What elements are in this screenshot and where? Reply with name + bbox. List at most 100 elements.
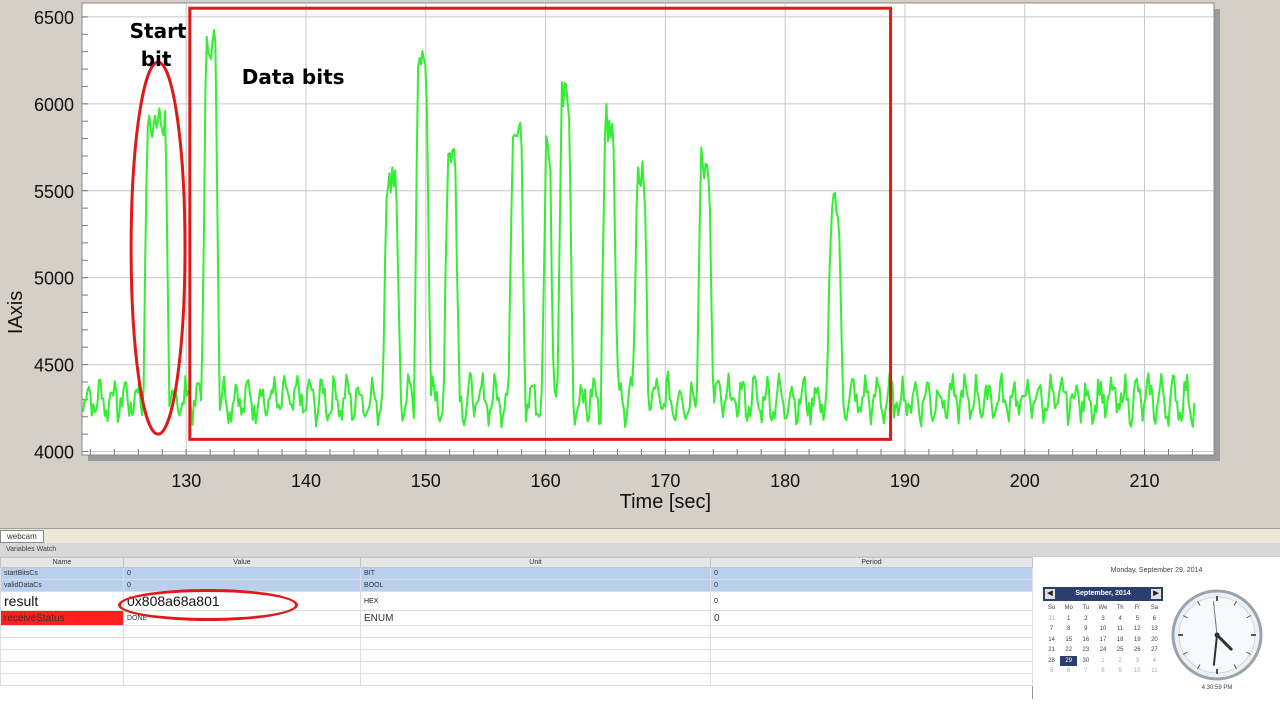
x-tick-label: 180 — [770, 471, 800, 491]
calendar-day[interactable]: 12 — [1133, 626, 1141, 632]
calendar-day[interactable]: 21 — [1048, 647, 1055, 653]
calendar-day[interactable]: 22 — [1065, 647, 1073, 653]
result-highlight-oval — [118, 589, 298, 621]
calendar-day[interactable]: 9 — [1118, 668, 1122, 674]
calendar-day[interactable]: 17 — [1099, 636, 1107, 643]
cell-name[interactable]: startBitsCs — [0, 567, 124, 580]
calendar-day[interactable]: 4 — [1152, 657, 1157, 664]
cell-unit[interactable]: BOOL — [360, 579, 711, 592]
bottom-margin — [0, 699, 1280, 719]
calendar-day[interactable]: 29 — [1060, 655, 1078, 666]
x-tick-label: 150 — [411, 471, 441, 491]
calendar-day[interactable]: 23 — [1082, 647, 1090, 653]
clock-hour-mark — [1246, 651, 1252, 655]
calendar-day[interactable]: 9 — [1084, 626, 1088, 632]
cell-period[interactable]: 0 — [710, 591, 1033, 611]
calendar-month-label[interactable]: September, 2014 — [1075, 590, 1131, 597]
cell-unit[interactable]: BIT — [360, 567, 711, 580]
calendar-day[interactable]: 26 — [1133, 647, 1141, 653]
calendar-day[interactable]: 5 — [1135, 615, 1139, 622]
calendar-day[interactable]: 18 — [1116, 636, 1124, 643]
cell-unit[interactable]: ENUM — [360, 610, 711, 626]
calendar-day[interactable]: 11 — [1117, 626, 1124, 632]
signal-chart: 130 140 150 160 170 180 190 200 210 4000 4500 5000 5… — [5, 2, 1220, 513]
data-bits-box — [188, 6, 893, 441]
calendar-day[interactable]: 14 — [1048, 636, 1055, 643]
x-tick-label: 140 — [291, 471, 321, 491]
start-bit-label-line2: bit — [141, 47, 172, 71]
calendar-day[interactable]: 15 — [1065, 636, 1073, 643]
calendar-day[interactable]: 1 — [1101, 657, 1105, 664]
tab-webcam[interactable]: webcam — [0, 530, 44, 543]
calendar-day[interactable]: 7 — [1084, 668, 1088, 674]
calendar-day[interactable]: 31 — [1048, 615, 1055, 622]
clock-hour-mark — [1233, 600, 1237, 606]
calendar-day[interactable]: 6 — [1152, 615, 1157, 622]
clock-center — [1214, 632, 1220, 638]
clock-hour-mark — [1182, 651, 1188, 655]
calendar-header: ◀ September, 2014 ▶ — [1043, 587, 1163, 601]
y-tick-label: 6000 — [34, 95, 74, 115]
cell-period[interactable]: 0 — [710, 579, 1033, 592]
date-time-panel: Monday, September 29, 2014 ◀ September, … — [1033, 557, 1280, 699]
table-row[interactable]: startBitsCs 0 BIT 0 — [0, 567, 1033, 580]
calendar-day[interactable]: 11 — [1151, 668, 1158, 674]
variables-grid: Name Value Unit Period startBitsCs 0 BIT… — [0, 557, 1033, 699]
calendar-day[interactable]: 27 — [1151, 647, 1158, 653]
calendar-day[interactable]: 2 — [1084, 615, 1088, 622]
column-header-value[interactable]: Value — [123, 557, 361, 568]
calendar-day[interactable]: 10 — [1099, 626, 1107, 632]
panel-title-bar: Variables Watch — [0, 543, 1280, 556]
signal-series-line — [82, 28, 1196, 429]
cell-period[interactable]: 0 — [710, 567, 1033, 580]
y-tick-label: 4000 — [34, 443, 74, 463]
calendar-day[interactable]: 7 — [1049, 626, 1054, 632]
start-bit-oval — [129, 60, 187, 436]
y-tick-label: 6500 — [34, 8, 74, 28]
calendar-day[interactable]: 19 — [1133, 636, 1141, 643]
calendar-day[interactable]: 4 — [1118, 615, 1122, 622]
column-header-unit[interactable]: Unit — [360, 557, 711, 568]
calendar-day[interactable]: 3 — [1135, 657, 1139, 664]
chevron-left-icon[interactable]: ◀ — [1045, 589, 1055, 599]
clock-hour-mark — [1197, 600, 1201, 606]
date-text: Monday, September 29, 2014 — [1110, 567, 1203, 574]
calendar-day[interactable]: 1 — [1067, 615, 1071, 622]
cell-period[interactable]: 0 — [710, 610, 1033, 626]
calendar-weekday: Su — [1047, 605, 1056, 611]
calendar-day[interactable]: 24 — [1099, 647, 1107, 653]
cell-name[interactable]: receiveStatus — [0, 610, 124, 626]
calendar-weekday: Th — [1116, 605, 1124, 611]
variables-table: Name Value Unit Period startBitsCs 0 BIT… — [0, 557, 1033, 686]
calendar-day[interactable]: 20 — [1151, 636, 1158, 643]
calendar-day[interactable]: 8 — [1101, 668, 1105, 674]
column-header-name[interactable]: Name — [0, 557, 124, 568]
cell-name[interactable]: result — [0, 591, 124, 611]
calendar-day[interactable]: 10 — [1133, 668, 1141, 674]
clock-hour-mark — [1182, 615, 1188, 619]
calendar-day[interactable]: 8 — [1067, 626, 1071, 632]
calendar-day[interactable]: 30 — [1082, 657, 1090, 664]
calendar-day[interactable]: 25 — [1116, 647, 1124, 653]
calendar-day[interactable]: 3 — [1101, 615, 1105, 622]
calendar-day[interactable]: 16 — [1082, 636, 1090, 643]
column-header-period[interactable]: Period — [710, 557, 1033, 568]
cell-value[interactable]: 0 — [123, 567, 361, 580]
table-row[interactable]: validDataCs 0 BOOL 0 — [0, 579, 1033, 592]
analog-clock-icon — [1171, 589, 1263, 681]
calendar-day[interactable]: 28 — [1048, 657, 1055, 664]
cell-name[interactable]: validDataCs — [0, 579, 124, 592]
x-tick-label: 130 — [171, 471, 201, 491]
calendar-day[interactable]: 2 — [1118, 657, 1122, 664]
table-row — [0, 649, 1033, 662]
chevron-right-icon[interactable]: ▶ — [1151, 589, 1161, 599]
clock-hour-mark — [1246, 615, 1252, 619]
calendar-weekday: Sa — [1150, 605, 1159, 611]
cell-unit[interactable]: HEX — [360, 591, 711, 611]
table-row — [0, 637, 1033, 650]
calendar-day[interactable]: 6 — [1067, 668, 1071, 674]
x-axis-title: Time [sec] — [620, 491, 712, 513]
calendar-weekday: Tu — [1082, 605, 1090, 611]
calendar-day[interactable]: 13 — [1151, 626, 1158, 632]
calendar-day[interactable]: 5 — [1049, 668, 1054, 674]
